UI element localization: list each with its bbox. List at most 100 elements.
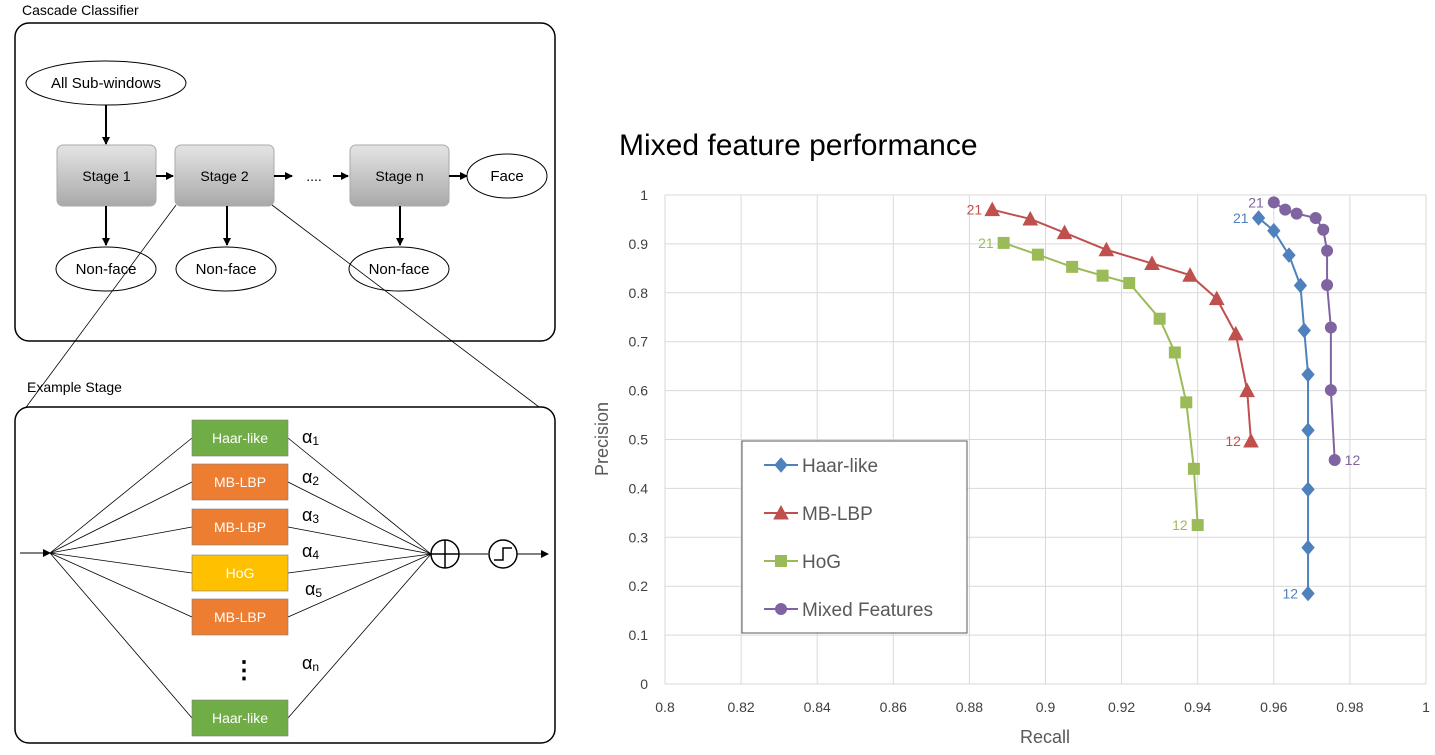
y-tick-labels: 0 0.1 0.2 0.3 0.4 0.5 0.6 0.7 0.8 0.9 1 — [629, 187, 649, 692]
zoom-line-left — [23, 204, 177, 411]
fan-out-line — [287, 526, 432, 555]
legend-label: MB-LBP — [802, 504, 873, 525]
data-point-diamond — [1301, 585, 1315, 602]
data-point-triangle — [1243, 432, 1259, 448]
fan-out-line — [287, 481, 432, 555]
series-line — [1003, 241, 1199, 526]
fan-in-line — [49, 552, 193, 618]
stage-ellipsis: .... — [306, 168, 322, 184]
y-tick-label: 0 — [640, 676, 648, 692]
y-tick-label: 0.6 — [629, 383, 649, 399]
series-end-label: 12 — [1172, 517, 1188, 533]
legend-label: Haar-like — [802, 456, 878, 477]
y-tick-label: 0.9 — [629, 236, 649, 252]
face-node — [466, 153, 548, 199]
zoom-line-right — [271, 204, 544, 411]
data-point-circle — [1321, 244, 1334, 257]
stage-1-label: Stage 1 — [82, 168, 130, 184]
face-label: Face — [490, 168, 523, 185]
data-point-circle — [1321, 278, 1334, 291]
data-point-diamond — [1293, 277, 1308, 294]
feature-label: MB-LBP — [214, 474, 266, 490]
series-line — [1273, 201, 1336, 461]
data-point-circle — [1279, 203, 1292, 216]
y-axis-label: Precision — [592, 402, 612, 476]
data-point-diamond — [1301, 481, 1315, 498]
data-point-triangle — [1182, 267, 1198, 282]
feature-fan-lines — [49, 437, 432, 719]
stage-2-label: Stage 2 — [200, 168, 248, 184]
fan-in-line — [49, 437, 193, 554]
data-point-triangle — [984, 201, 1001, 217]
x-tick-label: 0.94 — [1184, 699, 1211, 715]
data-point-diamond — [1251, 210, 1266, 226]
data-point-triangle — [1227, 325, 1244, 341]
x-axis-label: Recall — [1020, 727, 1070, 747]
fan-in-line — [49, 552, 193, 574]
series-end-label: 12 — [1282, 586, 1298, 602]
y-tick-label: 0.1 — [629, 627, 649, 643]
feature-label: Haar-like — [212, 430, 268, 446]
y-tick-label: 0.3 — [629, 529, 649, 545]
nonface-node-2 — [175, 246, 277, 292]
x-tick-label: 0.96 — [1260, 699, 1287, 715]
feature-label: HoG — [226, 565, 255, 581]
data-point-triangle — [1022, 210, 1039, 226]
legend-item: HoG — [764, 552, 841, 573]
data-point-circle — [1324, 321, 1337, 334]
series-end-label: 12 — [1225, 433, 1241, 449]
series-line — [1257, 217, 1310, 594]
chart-legend: Haar-like MB-LBP HoG Mixed Features — [741, 440, 968, 634]
feature-label: Haar-like — [212, 710, 268, 726]
all-subwindows-label: All Sub-windows — [51, 75, 161, 92]
chart-title: Mixed feature performance — [619, 129, 978, 162]
feature-box-hog — [191, 554, 289, 592]
data-point-square — [1153, 312, 1166, 325]
data-point-square — [1066, 260, 1079, 273]
series-start-label: 21 — [1233, 210, 1249, 226]
data-point-square — [1123, 277, 1136, 290]
legend-label: HoG — [802, 552, 841, 573]
series-mixed-features: 21 12 — [1248, 194, 1360, 468]
data-point-triangle — [1144, 255, 1160, 270]
data-point-square — [1191, 519, 1204, 532]
y-tick-label: 0.5 — [629, 432, 649, 448]
series-hog: 21 12 — [978, 235, 1204, 533]
feature-box-haar-like — [191, 419, 289, 457]
x-tick-label: 0.86 — [880, 699, 907, 715]
data-point-diamond — [1301, 422, 1315, 438]
x-tick-label: 0.8 — [655, 699, 675, 715]
data-point-circle — [1317, 223, 1330, 236]
data-point-diamond — [1282, 247, 1296, 263]
data-point-square — [1031, 248, 1044, 261]
feature-box-mb-lbp — [191, 463, 289, 501]
series-mb-lbp: 21 12 — [967, 201, 1259, 449]
legend-item: MB-LBP — [764, 504, 873, 525]
fan-out-line — [287, 437, 432, 555]
series-end-label: 12 — [1345, 452, 1361, 468]
x-tick-labels: 0.8 0.82 0.84 0.86 0.88 0.9 0.92 0.94 0.96 0.98 1 — [655, 699, 1430, 715]
series-start-label: 21 — [1248, 194, 1264, 210]
data-point-diamond — [1301, 539, 1315, 556]
legend-marker-circle — [775, 603, 787, 615]
data-point-circle — [1328, 454, 1341, 467]
data-point-triangle — [1208, 290, 1225, 306]
feature-box-mb-lbp — [191, 508, 289, 546]
x-tick-label: 0.82 — [727, 699, 754, 715]
legend-marker-diamond — [774, 457, 788, 473]
data-point-circle — [1290, 207, 1303, 220]
data-point-diamond — [1301, 366, 1315, 383]
data-point-square — [1187, 462, 1200, 475]
data-point-square — [1168, 346, 1181, 359]
data-point-triangle — [1239, 382, 1256, 398]
legend-item: Mixed Features — [764, 600, 933, 621]
series-start-label: 21 — [978, 235, 994, 251]
x-tick-label: 0.84 — [804, 699, 831, 715]
cascade-section-title: Cascade Classifier — [22, 2, 139, 18]
data-point-triangle — [1098, 241, 1115, 257]
data-point-triangle — [1056, 224, 1073, 240]
series-line — [991, 208, 1252, 442]
y-tick-label: 1 — [640, 187, 648, 203]
series-haar-like: 21 12 — [1233, 210, 1315, 602]
